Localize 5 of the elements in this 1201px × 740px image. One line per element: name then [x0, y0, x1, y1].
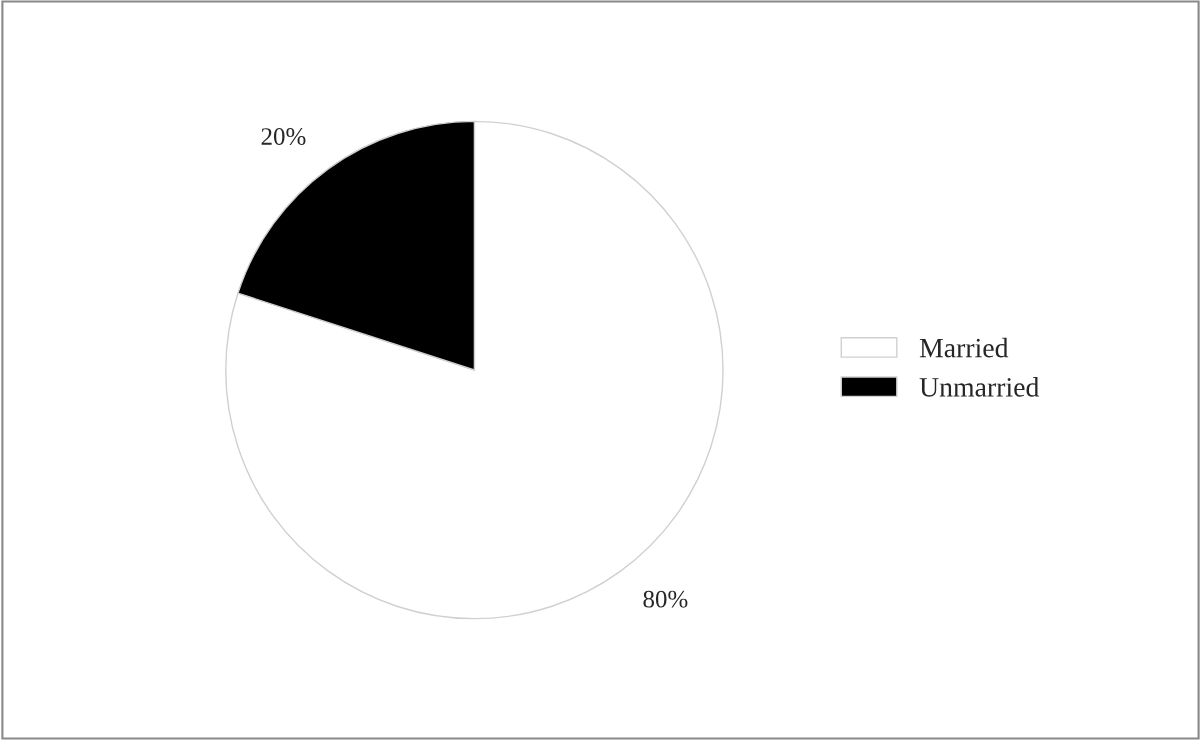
data-label: 80%: [643, 590, 688, 608]
pie-slice: [225, 120, 724, 620]
legend-label: Married: [919, 337, 1009, 358]
legend-label: Unmarried: [919, 377, 1040, 397]
data-label: 20%: [261, 128, 306, 146]
